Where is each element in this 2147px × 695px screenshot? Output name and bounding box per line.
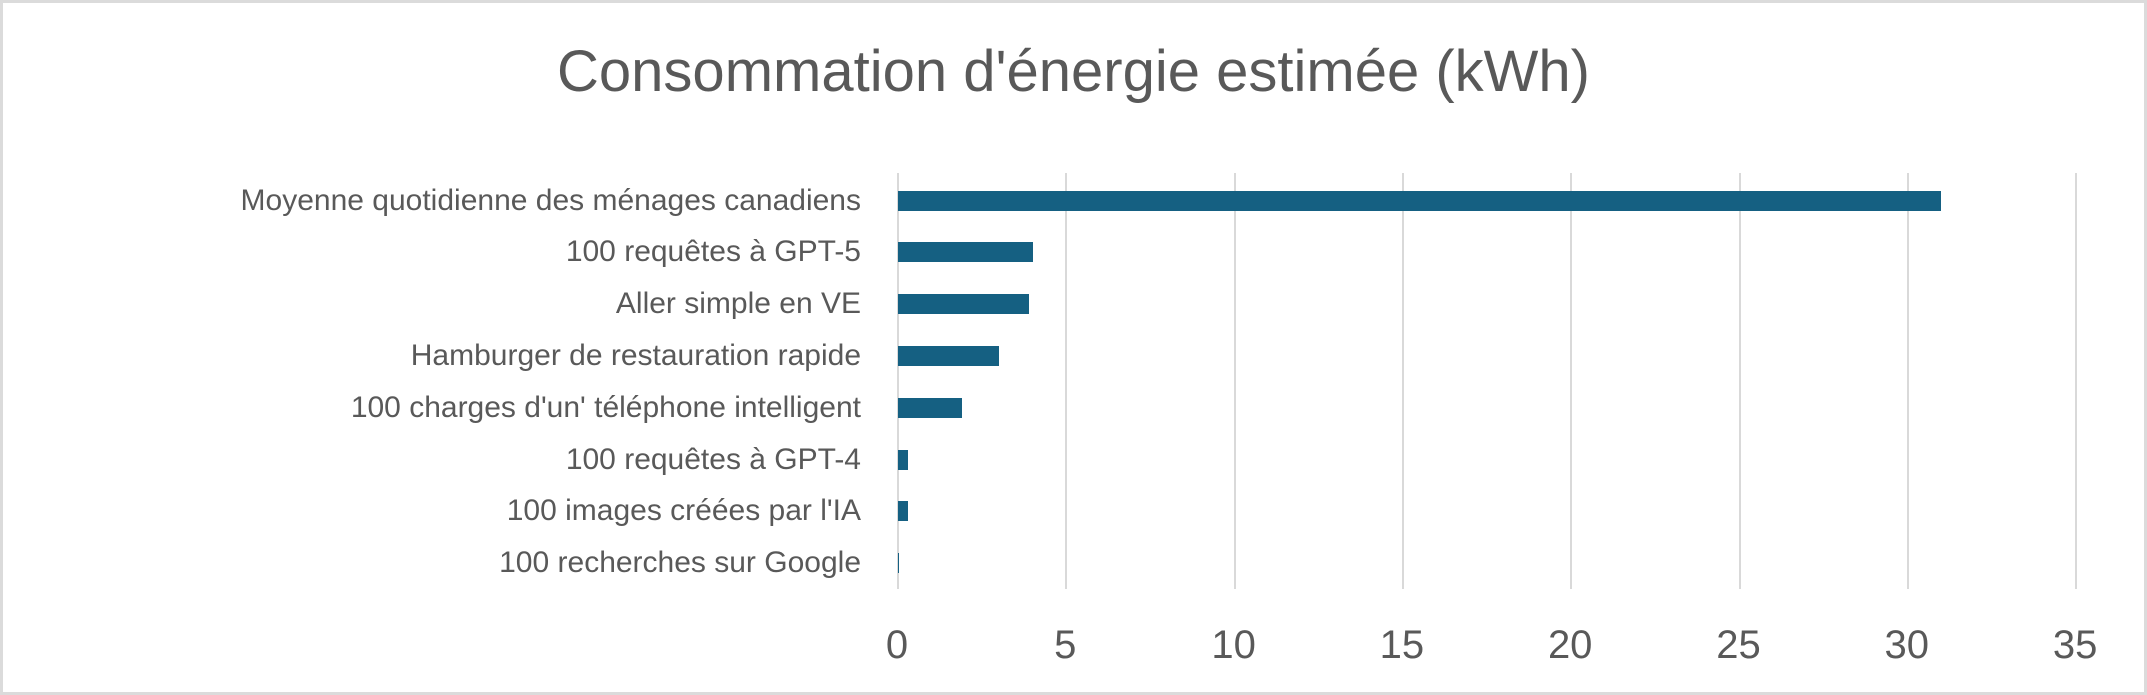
bar [898,449,909,470]
bar [898,553,899,574]
x-tick-label: 15 [1379,623,1425,667]
bar [898,294,1030,315]
gridline [1233,173,1236,589]
category-label: 100 requêtes à GPT-5 [565,235,861,269]
gridline [1738,173,1741,589]
gridline [1065,173,1068,589]
bar [898,190,1942,211]
x-tick-label: 35 [2052,623,2098,667]
category-label: Aller simple en VE [615,287,861,321]
bar [898,501,909,522]
x-tick-label: 30 [1884,623,1930,667]
x-tick-label: 10 [1211,623,1256,667]
gridline [897,173,899,589]
category-label: 100 images créées par l'IA [506,494,861,528]
bar [898,397,962,418]
gridline [2075,173,2078,589]
category-label: Hamburger de restauration rapide [410,338,861,372]
category-label: 100 requêtes à GPT-4 [565,442,861,476]
gridline [1401,173,1404,589]
category-label: 100 recherches sur Google [499,546,861,580]
category-label: 100 charges d'un' téléphone intelligent [350,390,861,424]
gridline [1906,173,1909,589]
x-tick-label: 25 [1716,623,1761,667]
chart-title: Consommation d'énergie estimée (kWh) [557,39,1590,104]
x-tick-label: 0 [885,623,909,667]
bar [898,242,1033,263]
bar [898,345,999,366]
gridline [1570,173,1573,589]
x-tick-label: 20 [1547,623,1593,667]
x-tick-label: 5 [1054,623,1077,667]
category-label: Moyenne quotidienne des ménages canadien… [240,183,861,217]
